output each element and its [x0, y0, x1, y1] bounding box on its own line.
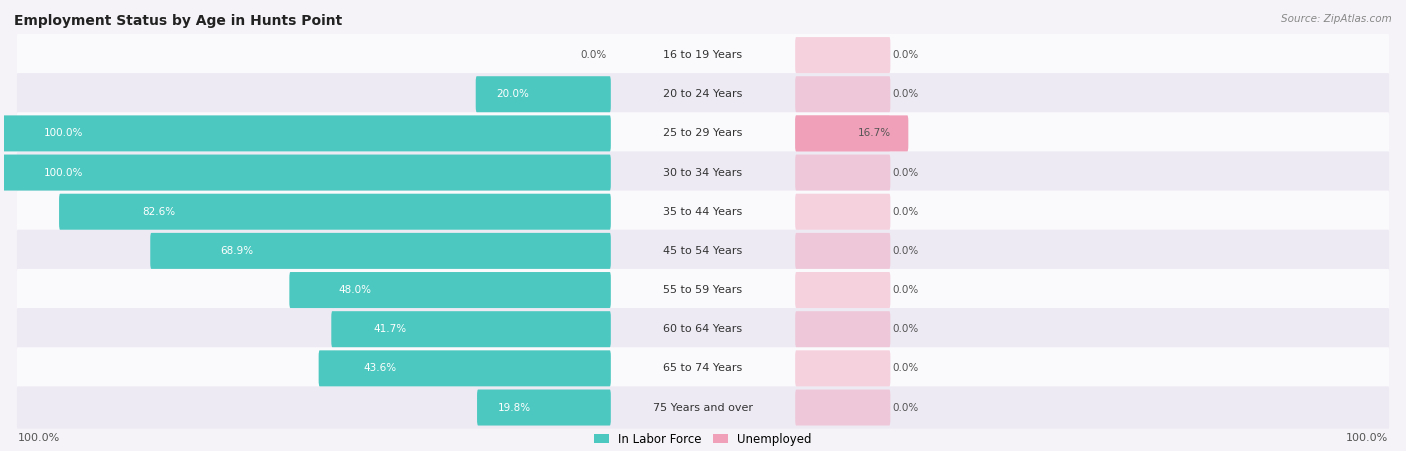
- FancyBboxPatch shape: [796, 311, 890, 347]
- Text: 100.0%: 100.0%: [44, 168, 83, 178]
- FancyBboxPatch shape: [332, 311, 610, 347]
- FancyBboxPatch shape: [796, 233, 890, 269]
- Text: 45 to 54 Years: 45 to 54 Years: [664, 246, 742, 256]
- Text: 55 to 59 Years: 55 to 59 Years: [664, 285, 742, 295]
- Text: 35 to 44 Years: 35 to 44 Years: [664, 207, 742, 217]
- FancyBboxPatch shape: [17, 73, 1389, 115]
- FancyBboxPatch shape: [17, 191, 1389, 233]
- Text: 30 to 34 Years: 30 to 34 Years: [664, 168, 742, 178]
- FancyBboxPatch shape: [150, 233, 610, 269]
- Text: 0.0%: 0.0%: [893, 89, 920, 99]
- FancyBboxPatch shape: [796, 115, 890, 152]
- Text: Source: ZipAtlas.com: Source: ZipAtlas.com: [1281, 14, 1392, 23]
- FancyBboxPatch shape: [0, 155, 610, 191]
- Text: 82.6%: 82.6%: [142, 207, 176, 217]
- Legend: In Labor Force, Unemployed: In Labor Force, Unemployed: [589, 428, 817, 451]
- FancyBboxPatch shape: [475, 76, 610, 112]
- Text: 65 to 74 Years: 65 to 74 Years: [664, 364, 742, 373]
- FancyBboxPatch shape: [17, 347, 1389, 390]
- FancyBboxPatch shape: [319, 350, 610, 387]
- FancyBboxPatch shape: [17, 269, 1389, 311]
- Text: 20.0%: 20.0%: [496, 89, 530, 99]
- Text: 0.0%: 0.0%: [581, 50, 606, 60]
- FancyBboxPatch shape: [59, 193, 610, 230]
- FancyBboxPatch shape: [796, 272, 890, 308]
- FancyBboxPatch shape: [17, 152, 1389, 193]
- FancyBboxPatch shape: [17, 34, 1389, 76]
- Text: 100.0%: 100.0%: [1347, 433, 1389, 443]
- Text: 43.6%: 43.6%: [363, 364, 396, 373]
- Text: 100.0%: 100.0%: [44, 129, 83, 138]
- FancyBboxPatch shape: [796, 155, 890, 191]
- Text: 0.0%: 0.0%: [893, 50, 920, 60]
- FancyBboxPatch shape: [796, 390, 890, 426]
- FancyBboxPatch shape: [290, 272, 610, 308]
- FancyBboxPatch shape: [796, 350, 890, 387]
- Text: 16.7%: 16.7%: [858, 129, 890, 138]
- Text: 60 to 64 Years: 60 to 64 Years: [664, 324, 742, 334]
- FancyBboxPatch shape: [796, 115, 908, 152]
- Text: 16 to 19 Years: 16 to 19 Years: [664, 50, 742, 60]
- Text: 75 Years and over: 75 Years and over: [652, 402, 754, 413]
- FancyBboxPatch shape: [17, 308, 1389, 350]
- Text: 0.0%: 0.0%: [893, 324, 920, 334]
- Text: Employment Status by Age in Hunts Point: Employment Status by Age in Hunts Point: [14, 14, 342, 28]
- Text: 41.7%: 41.7%: [374, 324, 408, 334]
- Text: 0.0%: 0.0%: [893, 246, 920, 256]
- Text: 68.9%: 68.9%: [221, 246, 253, 256]
- Text: 19.8%: 19.8%: [498, 402, 531, 413]
- Text: 0.0%: 0.0%: [893, 402, 920, 413]
- FancyBboxPatch shape: [796, 37, 890, 73]
- Text: 0.0%: 0.0%: [893, 364, 920, 373]
- FancyBboxPatch shape: [17, 230, 1389, 272]
- FancyBboxPatch shape: [796, 76, 890, 112]
- Text: 100.0%: 100.0%: [17, 433, 59, 443]
- Text: 0.0%: 0.0%: [893, 285, 920, 295]
- Text: 48.0%: 48.0%: [339, 285, 371, 295]
- Text: 20 to 24 Years: 20 to 24 Years: [664, 89, 742, 99]
- Text: 0.0%: 0.0%: [893, 207, 920, 217]
- Text: 25 to 29 Years: 25 to 29 Years: [664, 129, 742, 138]
- FancyBboxPatch shape: [796, 193, 890, 230]
- FancyBboxPatch shape: [17, 112, 1389, 155]
- Text: 0.0%: 0.0%: [893, 168, 920, 178]
- FancyBboxPatch shape: [0, 115, 610, 152]
- FancyBboxPatch shape: [477, 390, 610, 426]
- FancyBboxPatch shape: [17, 387, 1389, 428]
